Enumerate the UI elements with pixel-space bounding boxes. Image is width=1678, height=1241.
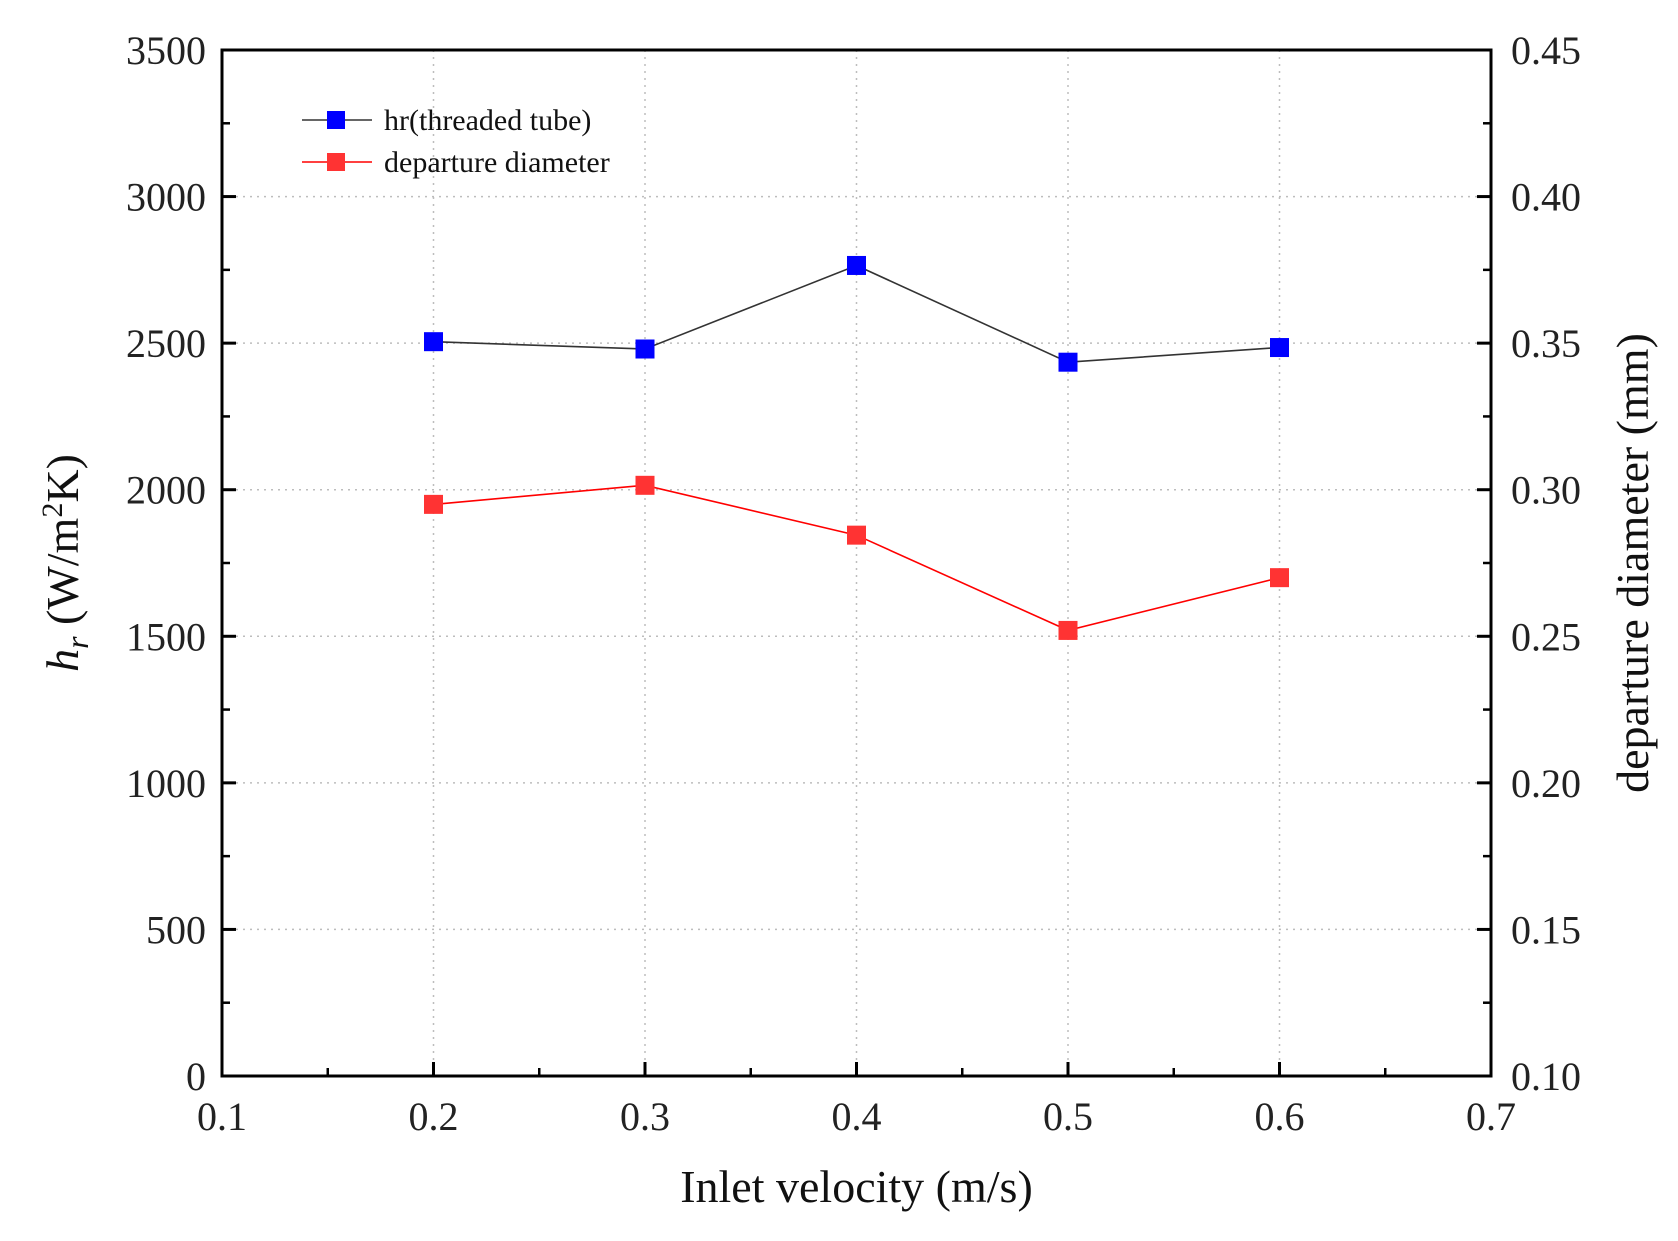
legend-label-departure-diameter: departure diameter	[384, 146, 610, 179]
legend-item-hr: hr(threaded tube)	[302, 104, 591, 137]
y-left-tick-label: 2500	[126, 321, 206, 366]
y-right-tick-label: 0.30	[1511, 468, 1581, 513]
series-markers	[424, 255, 1289, 640]
legend-label-hr: hr(threaded tube)	[384, 104, 591, 137]
y-axis-right-title: departure diameter (mm)	[1607, 333, 1658, 793]
series-marker-0	[1058, 352, 1078, 372]
y-right-tick-label: 0.10	[1511, 1054, 1581, 1099]
y-axis-left-title: hr (W/m2K)	[36, 454, 95, 672]
legend-marker-departure-diameter	[327, 153, 345, 171]
series-marker-1	[847, 525, 866, 545]
y-left-tick-label: 1000	[126, 761, 206, 806]
ticks	[220, 48, 1493, 1078]
y-right-tick-label: 0.15	[1511, 907, 1581, 952]
x-tick-label: 0.7	[1466, 1094, 1516, 1139]
y-right-tick-label: 0.40	[1511, 175, 1581, 220]
series-marker-0	[424, 332, 443, 352]
series-marker-1	[1058, 620, 1078, 640]
x-axis-title: Inlet velocity (m/s)	[680, 1161, 1033, 1212]
series-marker-0	[635, 339, 655, 359]
series-marker-0	[847, 255, 866, 275]
legend-item-departure-diameter: departure diameter	[302, 146, 610, 179]
tick-labels: 0.1 0.2 0.3 0.4 0.5 0.6 0.7 0 500 1000 1500 2000 250…	[126, 28, 1581, 1139]
y-left-tick-label: 2000	[126, 468, 206, 513]
y-left-tick-label: 1500	[126, 614, 206, 659]
series-marker-0	[1270, 338, 1289, 358]
y-left-tick-label: 3500	[126, 28, 206, 73]
x-tick-label: 0.6	[1255, 1094, 1305, 1139]
x-tick-label: 0.1	[197, 1094, 247, 1139]
y-left-tick-label: 3000	[126, 175, 206, 220]
legend-marker-hr	[327, 111, 345, 129]
x-tick-label: 0.4	[832, 1094, 882, 1139]
y-right-tick-label: 0.45	[1511, 28, 1581, 73]
x-tick-label: 0.3	[620, 1094, 670, 1139]
y-left-title-main: h	[37, 649, 88, 672]
y-right-tick-label: 0.35	[1511, 321, 1581, 366]
y-left-title-unit-open: (W/m	[37, 517, 88, 636]
series-marker-1	[635, 475, 655, 495]
series-marker-1	[1270, 568, 1289, 588]
series-marker-1	[424, 494, 443, 514]
y-right-tick-label: 0.25	[1511, 614, 1581, 659]
y-left-title-sub: r	[59, 636, 95, 649]
x-tick-label: 0.2	[409, 1094, 459, 1139]
legend: hr(threaded tube) departure diameter	[302, 104, 610, 179]
x-tick-label: 0.5	[1043, 1094, 1093, 1139]
y-right-tick-label: 0.20	[1511, 761, 1581, 806]
y-left-tick-label: 500	[146, 907, 206, 952]
y-left-title-unit-sup: 2	[36, 503, 69, 518]
y-left-tick-label: 0	[186, 1054, 206, 1099]
y-left-title-unit-close: K)	[37, 454, 88, 503]
